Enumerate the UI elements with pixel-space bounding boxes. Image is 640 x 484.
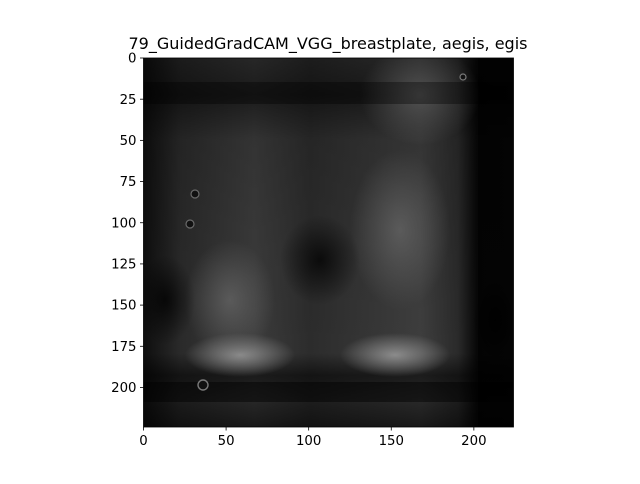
chart-title: 79_GuidedGradCAM_VGG_breastplate, aegis,… [129,34,528,54]
y-tick-label: 150 [111,299,136,314]
y-tick-label: 75 [120,175,137,190]
y-axis: 0 25 50 75 100 125 150 175 200 [111,52,144,396]
x-tick-label: 200 [461,434,486,449]
saliency-image [143,58,514,427]
axes-frame [143,57,514,428]
x-tick-label: 50 [218,434,235,449]
y-tick-label: 200 [111,381,136,396]
y-tick-label: 175 [111,340,136,355]
y-tick-label: 25 [120,93,137,108]
y-tick-label: 125 [111,258,136,273]
y-tick-label: 100 [111,216,136,231]
y-tick-label: 50 [120,134,137,149]
x-tick-label: 150 [379,434,404,449]
y-tick-label: 0 [128,52,136,67]
x-axis: 0 50 100 150 200 [139,427,487,449]
x-tick-label: 0 [139,434,147,449]
x-tick-label: 100 [296,434,321,449]
